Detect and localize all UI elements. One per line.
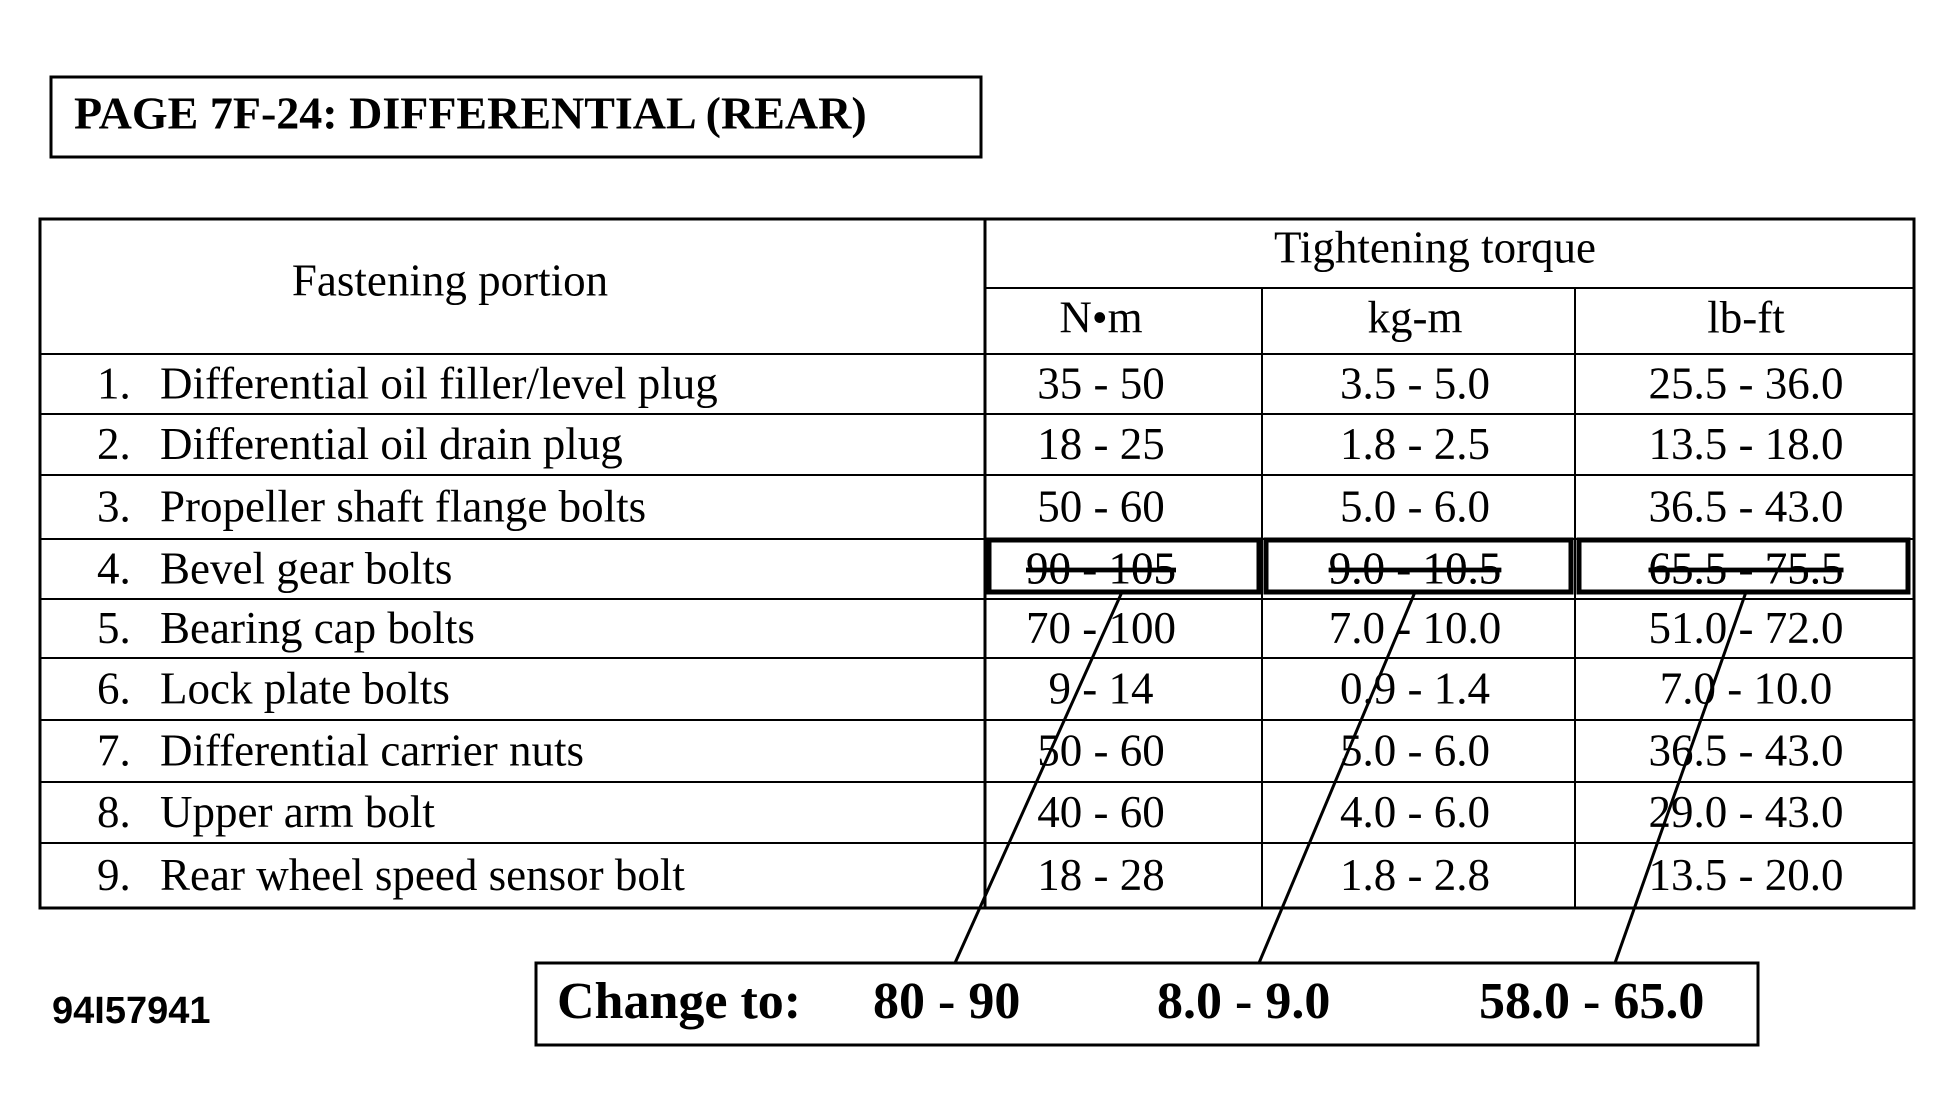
arrow-line xyxy=(953,591,1124,964)
torque-value: 1.8 - 2.8 xyxy=(1340,850,1490,900)
torque-value: 5.0 - 6.0 xyxy=(1340,481,1490,531)
torque-value: 25.5 - 36.0 xyxy=(1649,358,1844,408)
row-number: 4. xyxy=(97,543,131,593)
figure-id: 94I57941 xyxy=(52,990,211,1032)
torque-value: 3.5 - 5.0 xyxy=(1340,358,1490,408)
torque-value: 7.0 - 10.0 xyxy=(1329,603,1502,653)
header-fastening: Fastening portion xyxy=(292,255,608,305)
highlight-box xyxy=(986,537,1262,595)
row-portion: Lock plate bolts xyxy=(160,663,450,713)
unit-header: lb-ft xyxy=(1707,292,1785,342)
row-portion: Upper arm bolt xyxy=(160,787,435,837)
header-torque: Tightening torque xyxy=(1274,222,1596,272)
row-portion: Rear wheel speed sensor bolt xyxy=(160,850,685,900)
torque-value: 0.9 - 1.4 xyxy=(1340,663,1490,713)
row-number: 8. xyxy=(97,787,131,837)
torque-value: 7.0 - 10.0 xyxy=(1660,663,1833,713)
title-box xyxy=(49,75,983,159)
torque-value: 65.5 - 75.5 xyxy=(1649,543,1844,593)
change-value: 58.0 - 65.0 xyxy=(1479,973,1704,1030)
row-portion: Propeller shaft flange bolts xyxy=(160,481,646,531)
row-number: 5. xyxy=(97,603,131,653)
torque-value: 5.0 - 6.0 xyxy=(1340,725,1490,775)
row-portion: Differential oil filler/level plug xyxy=(160,358,718,408)
torque-value: 51.0 - 72.0 xyxy=(1649,603,1844,653)
torque-value: 29.0 - 43.0 xyxy=(1649,787,1844,837)
torque-value: 50 - 60 xyxy=(1037,481,1165,531)
row-number: 9. xyxy=(97,850,131,900)
highlight-box xyxy=(1263,537,1574,595)
row-number: 2. xyxy=(97,419,131,469)
row-portion: Bearing cap bolts xyxy=(160,603,475,653)
torque-value: 9 - 14 xyxy=(1049,663,1154,713)
row-number: 6. xyxy=(97,663,131,713)
torque-value: 13.5 - 18.0 xyxy=(1649,419,1844,469)
unit-header: kg-m xyxy=(1368,292,1463,342)
torque-value: 9.0 - 10.5 xyxy=(1329,543,1502,593)
row-number: 3. xyxy=(97,481,131,531)
title: PAGE 7F-24: DIFFERENTIAL (REAR) xyxy=(74,88,867,139)
torque-value: 18 - 25 xyxy=(1037,419,1165,469)
torque-value: 50 - 60 xyxy=(1037,725,1165,775)
table-border xyxy=(38,217,1916,910)
torque-value: 70 - 100 xyxy=(1026,603,1176,653)
row-portion: Bevel gear bolts xyxy=(160,543,452,593)
torque-value: 13.5 - 20.0 xyxy=(1649,850,1844,900)
torque-value: 1.8 - 2.5 xyxy=(1340,419,1490,469)
torque-value: 40 - 60 xyxy=(1037,787,1165,837)
change-value: 80 - 90 xyxy=(873,973,1020,1030)
row-portion: Differential carrier nuts xyxy=(160,725,584,775)
torque-value: 90 - 105 xyxy=(1026,543,1176,593)
highlight-box xyxy=(1576,537,1911,595)
torque-value: 36.5 - 43.0 xyxy=(1649,725,1844,775)
struck-value: 90 - 105 xyxy=(1026,543,1176,593)
change-box xyxy=(534,961,1760,1047)
torque-value: 4.0 - 6.0 xyxy=(1340,787,1490,837)
row-portion: Differential oil drain plug xyxy=(160,419,623,469)
torque-value: 35 - 50 xyxy=(1037,358,1165,408)
unit-header: N•m xyxy=(1059,292,1142,342)
struck-value: 9.0 - 10.5 xyxy=(1329,543,1502,593)
row-number: 7. xyxy=(97,725,131,775)
table-rows: N•m kg-m lb-ft 1. Differential oil filler/le… xyxy=(40,292,1914,900)
arrow-line xyxy=(1613,591,1748,964)
arrow-line xyxy=(1257,591,1417,964)
row-number: 1. xyxy=(97,358,131,408)
torque-value: 36.5 - 43.0 xyxy=(1649,481,1844,531)
struck-value: 65.5 - 75.5 xyxy=(1649,543,1844,593)
change-value: 8.0 - 9.0 xyxy=(1157,973,1330,1030)
torque-value: 18 - 28 xyxy=(1037,850,1165,900)
change-label: Change to: xyxy=(557,973,801,1030)
